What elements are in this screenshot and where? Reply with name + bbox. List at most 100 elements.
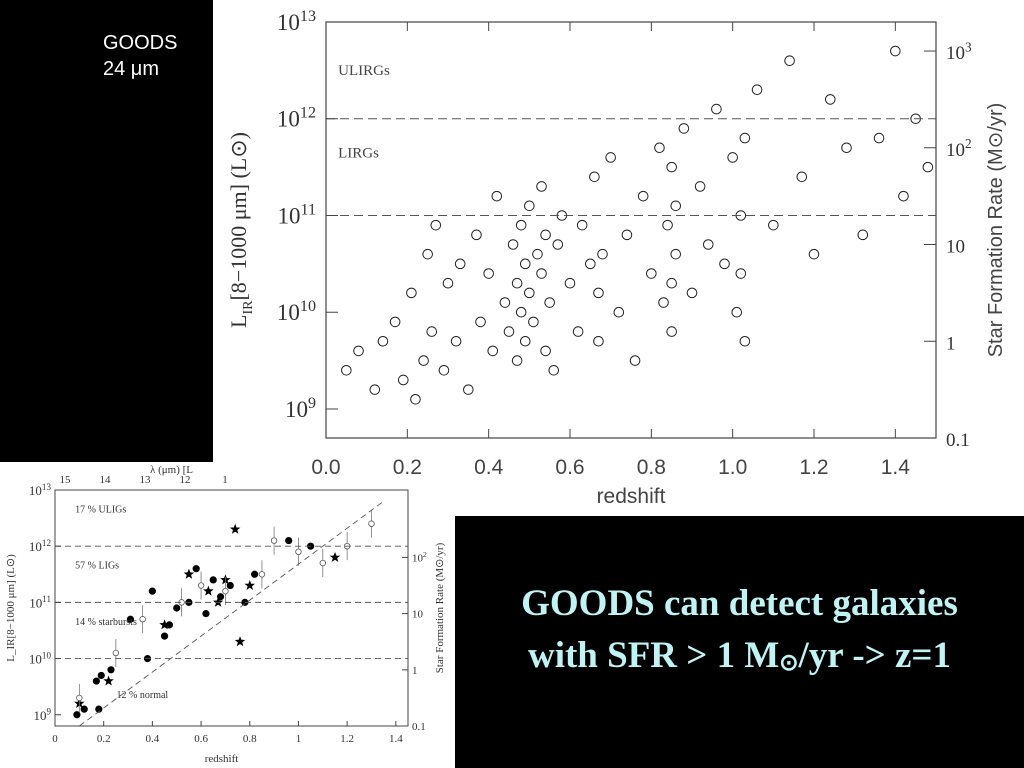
- main-point-0-87: [898, 190, 909, 202]
- inset-star-point-7: [229, 523, 241, 534]
- inset-y2label: Star Formation Rate (M⊙/yr): [434, 542, 446, 673]
- main-point-0-16: [463, 384, 474, 395]
- main-point-0-30: [519, 335, 531, 347]
- inset-filled-point-15: [209, 576, 217, 584]
- main-point-0-60: [666, 161, 677, 173]
- inset-filled-point-14: [202, 610, 210, 618]
- inset-filled-point-9: [160, 632, 169, 640]
- inset-annotation-0: 17 % ULIGs: [75, 504, 126, 515]
- main-point-0-5: [397, 374, 409, 386]
- inset-open-point-4: [197, 582, 205, 589]
- inset-top-tick-label-4: 1: [222, 474, 228, 486]
- inset-filled-point-18: [241, 598, 249, 606]
- inset-annotation-2: 14 % starbursts: [75, 617, 137, 628]
- main-point-0-46: [585, 258, 596, 270]
- inset-open-point-1: [112, 649, 120, 657]
- main-ytick-label-0: 109: [285, 395, 316, 422]
- main-point-0-54: [629, 355, 641, 366]
- main-point-0-55: [637, 190, 649, 202]
- main-point-0-66: [686, 287, 698, 299]
- main-xtick-label-6: 1.2: [799, 456, 828, 479]
- main-y2tick-label-3: 102: [946, 136, 972, 161]
- inset-star-point-4: [203, 585, 214, 596]
- inset-open-point-9: [319, 559, 326, 567]
- main-point-0-31: [524, 200, 535, 212]
- main-y2tick-label-4: 103: [946, 39, 972, 64]
- main-xtick-label-5: 1.0: [718, 456, 747, 479]
- inset-xtick-label-2: 0.4: [146, 733, 160, 745]
- main-point-0-65: [678, 123, 690, 134]
- inset-xtick-label-5: 1: [296, 733, 302, 745]
- inset-y2tick-label-3: 102: [412, 550, 427, 564]
- main-point-0-68: [702, 239, 714, 250]
- inset-y2tick-label-0: 0.1: [412, 721, 426, 733]
- main-point-0-27: [515, 219, 527, 231]
- inset-annotation-1: 57 % LIGs: [75, 561, 119, 572]
- main-point-0-18: [475, 316, 486, 328]
- main-ytick-label-3: 1012: [277, 105, 316, 132]
- inset-filled-point-3: [95, 705, 103, 713]
- main-point-0-58: [658, 297, 669, 308]
- main-xlabel: redshift: [597, 485, 666, 508]
- main-point-0-40: [548, 364, 560, 376]
- main-point-0-70: [719, 258, 730, 270]
- main-point-0-8: [418, 355, 429, 366]
- main-point-0-1: [353, 345, 364, 357]
- survey-name: GOODS: [103, 32, 178, 54]
- inset-filled-point-1: [80, 705, 88, 713]
- main-point-0-9: [422, 248, 433, 260]
- main-point-0-21: [491, 190, 503, 202]
- inset-star-point-10: [329, 551, 341, 562]
- inset-trend-line: [79, 500, 384, 727]
- inset-star-point-1: [103, 675, 114, 686]
- main-point-0-19: [483, 268, 494, 279]
- inset-top-tick-label-0: 15: [60, 474, 72, 486]
- main-point-0-26: [511, 355, 523, 366]
- main-point-0-51: [605, 152, 616, 163]
- main-ylabel: LIR[8−1000 μm] (L⊙): [226, 132, 256, 328]
- inset-ylabel: L_IR[8−1000 μm] (L⊙): [5, 554, 17, 662]
- main-point-0-24: [507, 239, 519, 250]
- main-point-0-56: [646, 268, 657, 279]
- caption-box: GOODS can detect galaxies with SFR > 1 M…: [455, 516, 1024, 768]
- main-point-0-59: [662, 219, 673, 231]
- main-ytick-label-4: 1013: [277, 8, 316, 35]
- main-y2tick-label-1: 1: [946, 333, 956, 354]
- main-xtick-label-4: 0.8: [637, 456, 666, 479]
- inset-xlabel: redshift: [205, 753, 239, 765]
- main-point-0-69: [711, 103, 722, 115]
- caption-line-1: GOODS can detect galaxies: [521, 582, 958, 624]
- main-point-0-67: [694, 181, 706, 192]
- caption-text: GOODS can detect galaxies with SFR > 1 M…: [521, 578, 958, 689]
- inset-star-point-9: [244, 580, 255, 590]
- main-point-0-72: [731, 306, 743, 318]
- main-point-0-50: [597, 248, 608, 260]
- inset-star-point-8: [234, 636, 246, 647]
- main-annotation-1: LIRGs: [338, 145, 379, 161]
- main-point-0-78: [768, 219, 779, 231]
- inset-ytick-label-0: 109: [33, 707, 51, 723]
- main-point-0-64: [670, 248, 682, 260]
- inset-filled-point-10: [165, 621, 174, 629]
- inset-open-point-5: [222, 587, 229, 595]
- inset-filled-point-11: [173, 604, 181, 612]
- inset-filled-point-13: [192, 565, 200, 573]
- inset-open-point-2: [139, 616, 146, 623]
- inset-xtick-label-1: 0.2: [97, 733, 111, 745]
- inset-xtick-label-6: 1.2: [340, 733, 354, 745]
- main-point-0-11: [430, 219, 442, 231]
- main-point-0-2: [369, 384, 381, 395]
- inset-xtick-label-3: 0.6: [194, 733, 208, 745]
- inset-open-point-0: [76, 694, 83, 702]
- main-point-0-85: [873, 132, 885, 144]
- main-point-0-80: [796, 171, 808, 183]
- main-point-0-45: [576, 219, 588, 231]
- main-point-0-86: [890, 45, 901, 57]
- inset-open-point-8: [295, 548, 302, 556]
- main-point-0-23: [503, 326, 515, 337]
- main-annotation-0: ULIRGs: [338, 63, 390, 79]
- main-point-0-53: [621, 229, 633, 241]
- inset-y2tick-label-1: 1: [412, 665, 418, 677]
- main-xtick-label-3: 0.6: [555, 456, 584, 479]
- main-point-0-62: [666, 326, 677, 337]
